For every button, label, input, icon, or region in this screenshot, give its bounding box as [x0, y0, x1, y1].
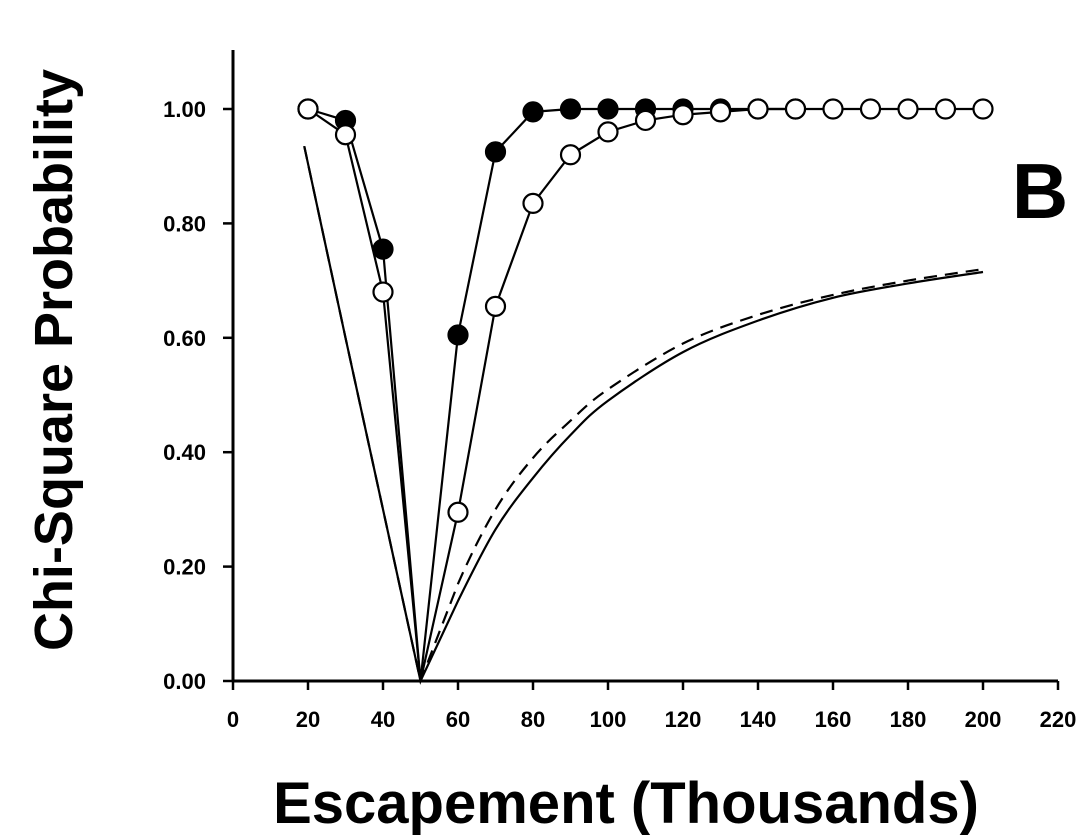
data-point — [934, 98, 957, 120]
panel-label: B — [1012, 147, 1068, 235]
data-point — [372, 238, 394, 260]
data-point — [897, 98, 919, 120]
data-point — [484, 141, 507, 163]
data-point — [447, 501, 469, 523]
data-point — [747, 98, 769, 120]
x-tick-label: 120 — [665, 707, 702, 732]
data-point — [634, 109, 657, 132]
x-tick-label: 200 — [965, 707, 1002, 732]
x-tick-label: 220 — [1040, 707, 1077, 732]
x-tick-label: 180 — [890, 707, 927, 732]
x-tick-label: 80 — [521, 707, 545, 732]
series-filled-circles — [297, 98, 807, 682]
data-point — [972, 98, 994, 120]
y-tick-label: 0.80 — [163, 211, 206, 236]
x-tick-label: 20 — [296, 707, 320, 732]
data-point — [784, 98, 807, 120]
series-line-open-circles — [307, 107, 983, 682]
series-solid — [303, 145, 984, 685]
x-tick-label: 40 — [371, 707, 395, 732]
y-axis-title: Chi-Square Probability — [24, 69, 84, 651]
data-point — [334, 124, 357, 146]
series-dashed — [303, 145, 984, 685]
x-tick-label: 60 — [446, 707, 470, 732]
x-axis-title: Escapement (Thousands) — [273, 771, 979, 836]
data-point — [522, 192, 544, 214]
x-tick-label: 140 — [740, 707, 777, 732]
series-line-filled-circles — [307, 107, 796, 682]
data-point — [297, 98, 319, 120]
y-tick-label: 0.60 — [163, 326, 206, 351]
data-marks — [297, 98, 994, 685]
data-point — [372, 281, 394, 303]
series-line-dashed — [303, 145, 984, 685]
y-tick-label: 0.00 — [163, 669, 206, 694]
data-point — [559, 144, 582, 166]
data-point — [709, 101, 732, 123]
y-tick-label: 0.40 — [163, 440, 206, 465]
x-tick-label: 160 — [815, 707, 852, 732]
data-point — [559, 98, 582, 120]
data-point — [672, 104, 694, 126]
x-tick-label: 100 — [590, 707, 627, 732]
axes: 0 20 40 60 80 100 120 140 160 180 200 220 0.00 0.20 0.… — [163, 50, 1076, 732]
series-line-solid — [303, 145, 984, 685]
data-point — [859, 98, 882, 120]
data-point — [822, 98, 844, 120]
data-point — [447, 324, 469, 346]
y-tick-label: 1.00 — [163, 97, 206, 122]
data-point — [522, 101, 544, 123]
x-tick-label: 0 — [227, 707, 239, 732]
data-point — [597, 121, 619, 143]
series-open-circles — [297, 98, 994, 682]
data-point — [484, 295, 507, 317]
data-point — [597, 98, 619, 120]
y-tick-label: 0.20 — [163, 555, 206, 580]
